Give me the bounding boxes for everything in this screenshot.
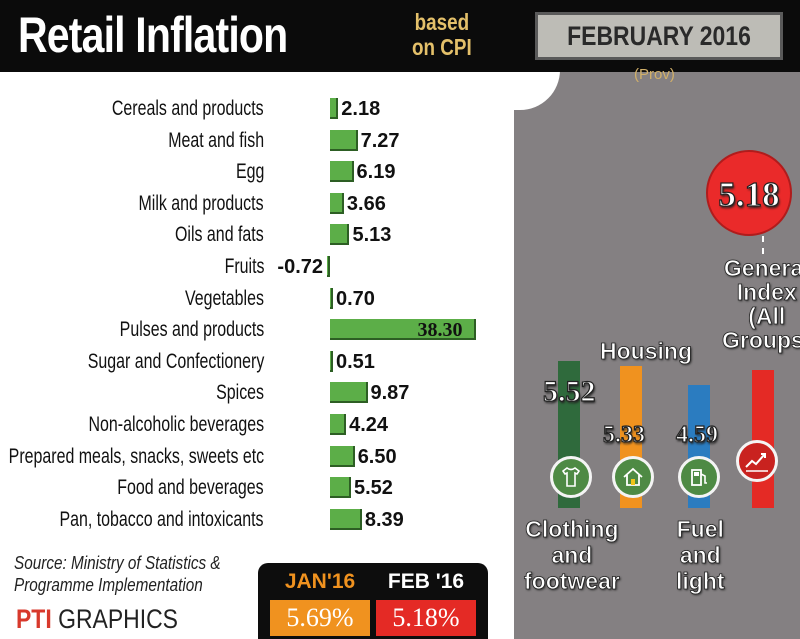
credit-logo: PTI GRAPHICS (16, 603, 178, 635)
bar-value-label: 6.19 (356, 161, 396, 184)
jan-value: 5.69% (270, 600, 370, 636)
bar-value-label: 4.24 (349, 414, 389, 436)
category-label: Food and beverages (117, 476, 264, 500)
bar-value-label: 3.66 (346, 192, 386, 215)
left-panel (0, 72, 514, 639)
category-label: Vegetables (185, 286, 264, 310)
month-comparison-box: JAN'16 FEB '16 5.69% 5.18% (258, 563, 488, 639)
bar (330, 382, 368, 404)
feb-label: FEB '16 (387, 570, 465, 593)
bar-value-label: 2.18 (341, 98, 381, 120)
category-label: Spices (216, 381, 264, 405)
month-label: FEBRUARY 2016 (567, 21, 751, 51)
general-index-label: General Index (All Groups) (722, 255, 800, 353)
category-label: Prepared meals, snacks, sweets etc (8, 444, 264, 468)
bar-value-label: 0.51 (336, 350, 375, 373)
bar (330, 161, 354, 183)
feb-value: 5.18% (376, 600, 476, 636)
bar (327, 256, 330, 277)
subtitle-line-2: on CPI (412, 34, 472, 60)
fuel-label-line: Fuel (676, 516, 724, 543)
shirt-icon (550, 456, 592, 498)
category-label: Non-alcoholic beverages (88, 413, 264, 436)
bar-value-label: -0.72 (277, 256, 323, 278)
general-label-line: (All (748, 303, 786, 329)
bar (330, 477, 351, 499)
general-label-line: Groups) (722, 327, 800, 353)
bubble-connector (762, 236, 764, 254)
bar (330, 98, 339, 119)
source-line-2: Programme Implementation (14, 575, 203, 595)
month-badge: FEBRUARY 2016 (535, 12, 783, 60)
bar (330, 508, 362, 530)
bar (330, 129, 358, 151)
clothing-label-line: and (551, 542, 593, 569)
bar (330, 287, 333, 309)
category-label: Milk and products (138, 191, 264, 215)
bar-value-label: 8.39 (364, 508, 404, 531)
clothing-label-line: Clothing (525, 516, 619, 543)
category-label: Pan, tobacco and intoxicants (59, 507, 264, 531)
page-subtitle: based on CPI (412, 10, 472, 60)
bar-value-label: 7.27 (360, 129, 400, 152)
clothing-label: Clothing and footwear (524, 516, 621, 595)
clothing-value: 5.52 (542, 375, 596, 408)
credit-text: GRAPHICS (58, 604, 178, 634)
bar (330, 414, 347, 435)
category-label: Egg (235, 160, 264, 184)
general-index-bubble-value: 5.18 (718, 174, 780, 214)
source-note: Source: Ministry of Statistics & Program… (14, 552, 221, 596)
provisional-note: (Prov) (634, 66, 675, 83)
house-icon (612, 456, 654, 498)
fuel-label: Fuel and light (676, 516, 725, 595)
bar (330, 350, 333, 372)
page-title: Retail Inflation (18, 7, 288, 63)
bar-value-label: 5.52 (353, 477, 393, 500)
bar-value-label: 38.30 (417, 319, 463, 342)
bar-value-label: 9.87 (370, 382, 410, 405)
bar (330, 192, 344, 214)
fuel-value: 4.59 (675, 421, 718, 448)
category-label: Meat and fish (168, 128, 264, 152)
bar-value-label: 5.13 (352, 224, 392, 247)
subtitle-line-1: based (414, 9, 470, 35)
bar (330, 319, 476, 341)
housing-label: Housing (600, 338, 693, 365)
fuel-label-line: light (676, 568, 725, 595)
header-bar: Retail Inflation based on CPI FEBRUARY 2… (0, 0, 800, 72)
jan-label: JAN'16 (284, 570, 356, 593)
credit-brand: PTI (16, 604, 52, 634)
category-label: Pulses and products (119, 318, 264, 342)
general-index-bubble: 5.18 (706, 150, 792, 236)
clothing-label-line: footwear (524, 568, 621, 595)
source-line-1: Source: Ministry of Statistics & (14, 553, 221, 573)
general-label-line: General (723, 255, 800, 281)
general-label-line: Index (736, 279, 797, 305)
fuel-pump-icon (678, 456, 720, 498)
bar (330, 445, 355, 467)
bar-value-label: 6.50 (357, 445, 397, 468)
trend-chart-icon (736, 440, 778, 482)
general-index-bar (752, 369, 774, 508)
housing-value: 5.33 (602, 421, 645, 448)
fuel-label-line: and (679, 542, 721, 569)
category-label: Sugar and Confectionery (87, 349, 264, 373)
bar-value-label: 0.70 (336, 287, 375, 310)
bar (330, 224, 350, 246)
category-label: Fruits (224, 255, 264, 278)
category-label: Cereals and products (112, 97, 264, 120)
category-label: Oils and fats (175, 223, 264, 247)
